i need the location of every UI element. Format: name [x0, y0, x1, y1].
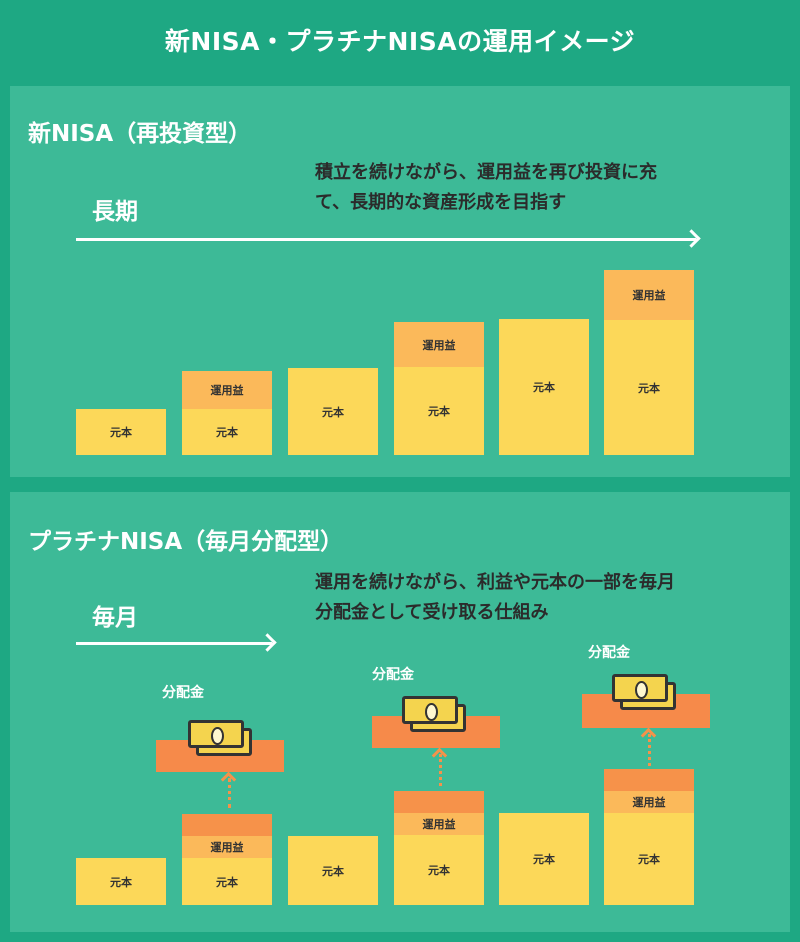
arrow-right-icon — [76, 238, 696, 241]
platinum-nisa-period-label: 毎月 — [92, 605, 138, 631]
dotted-up-arrow-icon — [228, 778, 231, 808]
new-nisa-period-label: 長期 — [92, 199, 138, 225]
principal-block: 元本 — [182, 858, 272, 905]
principal-block: 元本 — [288, 368, 378, 455]
new-nisa-description-line1: 積立を続けながら、運用益を再び投資に充 — [315, 162, 657, 183]
platinum-nisa-description-line1: 運用を続けながら、利益や元本の一部を毎月 — [315, 572, 675, 593]
new-nisa-description-line2: て、長期的な資産形成を目指す — [315, 192, 567, 213]
platinum-nisa-description: 運用を続けながら、利益や元本の一部を毎月 分配金として受け取る仕組み — [315, 568, 755, 628]
principal-block: 元本 — [76, 409, 166, 455]
principal-block: 元本 — [604, 320, 694, 455]
new-nisa-description: 積立を続けながら、運用益を再び投資に充 て、長期的な資産形成を目指す — [315, 158, 755, 218]
distributed-profit-block — [182, 814, 272, 836]
principal-block: 元本 — [394, 367, 484, 455]
principal-block: 元本 — [182, 409, 272, 455]
distribution-label: 分配金 — [372, 667, 414, 683]
principal-block: 元本 — [604, 813, 694, 905]
principal-block: 元本 — [76, 858, 166, 905]
profit-block: 運用益 — [394, 813, 484, 835]
distribution-label: 分配金 — [588, 645, 630, 661]
profit-block: 運用益 — [604, 270, 694, 320]
distribution-label: 分配金 — [162, 685, 204, 701]
principal-block: 元本 — [288, 836, 378, 905]
money-bill-icon — [188, 720, 254, 756]
money-bill-icon — [612, 674, 678, 710]
distributed-profit-block — [604, 769, 694, 791]
page-title: 新NISA・プラチナNISAの運用イメージ — [164, 27, 636, 56]
new-nisa-title: 新NISA（再投資型） — [28, 121, 252, 147]
principal-block: 元本 — [394, 835, 484, 905]
principal-block: 元本 — [499, 813, 589, 905]
profit-block: 運用益 — [182, 836, 272, 858]
dotted-up-arrow-icon — [648, 734, 651, 766]
distributed-profit-block — [394, 791, 484, 813]
arrow-right-icon — [76, 642, 272, 645]
money-bill-icon — [402, 696, 468, 732]
platinum-nisa-description-line2: 分配金として受け取る仕組み — [315, 602, 549, 623]
profit-block: 運用益 — [182, 371, 272, 409]
new-nisa-panel: 新NISA（再投資型） 積立を続けながら、運用益を再び投資に充 て、長期的な資産… — [10, 86, 790, 477]
platinum-nisa-title: プラチナNISA（毎月分配型） — [28, 529, 344, 555]
dotted-up-arrow-icon — [439, 754, 442, 786]
principal-block: 元本 — [499, 319, 589, 455]
profit-block: 運用益 — [604, 791, 694, 813]
platinum-nisa-panel: プラチナNISA（毎月分配型） 運用を続けながら、利益や元本の一部を毎月 分配金… — [10, 492, 790, 932]
profit-block: 運用益 — [394, 322, 484, 367]
